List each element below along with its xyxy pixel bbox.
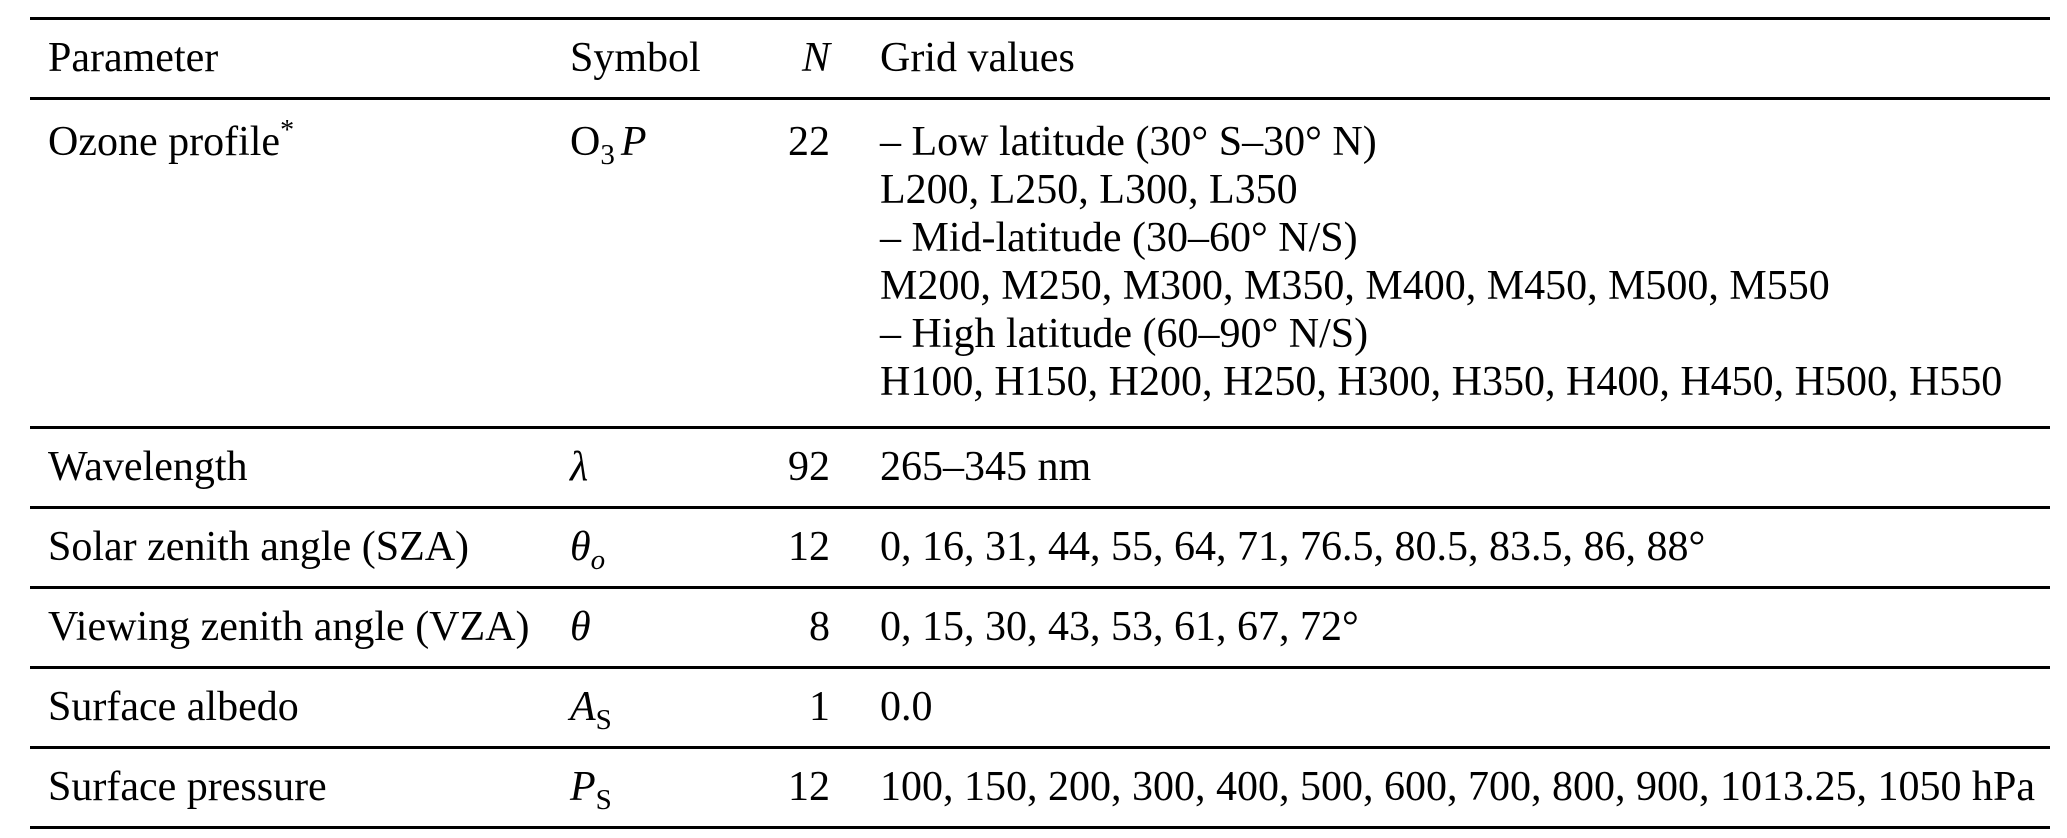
symbol-cell: θo (570, 508, 730, 588)
symbol-cell: O3 P (570, 99, 730, 428)
grid-values-line: L200, L250, L300, L350 (880, 167, 1298, 213)
symbol-main: O (570, 119, 601, 165)
n-cell: 1 (809, 684, 830, 730)
table-header-row: Parameter Symbol N Grid values (30, 19, 2050, 99)
table-row-ozone-profile: Ozone profile* O3 P 22 – Low latitude (30… (30, 99, 2050, 428)
symbol-main: θ (570, 604, 591, 650)
table-row-solar-zenith-angle: Solar zenith angle (SZA) θo 12 0, 16, 31… (30, 508, 2050, 588)
grid-values-line: 265–345 nm (880, 444, 1092, 490)
symbol-cell: PS (570, 748, 730, 828)
grid-values-line: – Mid-latitude (30–60° N/S) (880, 215, 1358, 261)
column-header-n: N (801, 35, 830, 81)
n-cell: 22 (788, 119, 830, 165)
n-cell: 92 (788, 444, 830, 490)
grid-values-line: – Low latitude (30° S–30° N) (880, 119, 1377, 165)
symbol-cell: λ (570, 428, 730, 508)
symbol-subscript: o (590, 544, 606, 576)
column-header-parameter: Parameter (48, 35, 219, 81)
grid-values-line: 0, 16, 31, 44, 55, 64, 71, 76.5, 80.5, 8… (880, 524, 1706, 570)
grid-values-line: – High latitude (60–90° N/S) (880, 311, 1369, 357)
grid-values-cell: 100, 150, 200, 300, 400, 500, 600, 700, … (830, 748, 2050, 828)
parameter-cell: Surface albedo (48, 684, 299, 730)
grid-values-line: 0.0 (880, 684, 933, 730)
footnote-asterisk: * (280, 115, 295, 146)
symbol-cell: AS (570, 668, 730, 748)
grid-values-line: H100, H150, H200, H250, H300, H350, H400… (880, 359, 2003, 405)
parameter-grid-table: Parameter Symbol N Grid values Ozone pro… (30, 17, 2050, 829)
grid-values-line: M200, M250, M300, M350, M400, M450, M500… (880, 263, 1830, 309)
grid-values-cell: 0, 15, 30, 43, 53, 61, 67, 72° (830, 588, 2050, 668)
symbol-cell: θ (570, 588, 730, 668)
table-row-surface-albedo: Surface albedo AS 1 0.0 (30, 668, 2050, 748)
parameter-cell: Viewing zenith angle (VZA) (48, 604, 530, 650)
parameter-cell: Surface pressure (48, 764, 327, 810)
symbol-suffix: P (620, 119, 647, 165)
column-header-grid-values: Grid values (880, 35, 1075, 81)
symbol-subscript: S (595, 784, 612, 816)
symbol-main: P (570, 764, 596, 810)
grid-values-line: 0, 15, 30, 43, 53, 61, 67, 72° (880, 604, 1359, 650)
parameter-label: Ozone profile (48, 119, 281, 165)
parameter-cell: Ozone profile* (30, 99, 570, 428)
grid-values-cell: – Low latitude (30° S–30° N) L200, L250,… (830, 99, 2050, 428)
n-cell: 12 (788, 524, 830, 570)
symbol-main: A (570, 684, 596, 730)
symbol-main: λ (570, 444, 589, 490)
symbol-subscript: 3 (600, 139, 615, 171)
grid-values-line: 100, 150, 200, 300, 400, 500, 600, 700, … (880, 764, 2035, 810)
table-row-wavelength: Wavelength λ 92 265–345 nm (30, 428, 2050, 508)
grid-values-cell: 0.0 (830, 668, 2050, 748)
parameter-cell: Solar zenith angle (SZA) (48, 524, 470, 570)
n-cell: 8 (809, 604, 830, 650)
n-cell: 12 (788, 764, 830, 810)
symbol-subscript: S (595, 704, 612, 736)
symbol-main: θ (570, 524, 591, 570)
grid-values-cell: 0, 16, 31, 44, 55, 64, 71, 76.5, 80.5, 8… (830, 508, 2050, 588)
grid-values-cell: 265–345 nm (830, 428, 2050, 508)
parameter-cell: Wavelength (48, 444, 248, 490)
table-row-viewing-zenith-angle: Viewing zenith angle (VZA) θ 8 0, 15, 30… (30, 588, 2050, 668)
table-row-surface-pressure: Surface pressure PS 12 100, 150, 200, 30… (30, 748, 2050, 828)
column-header-symbol: Symbol (570, 35, 701, 81)
